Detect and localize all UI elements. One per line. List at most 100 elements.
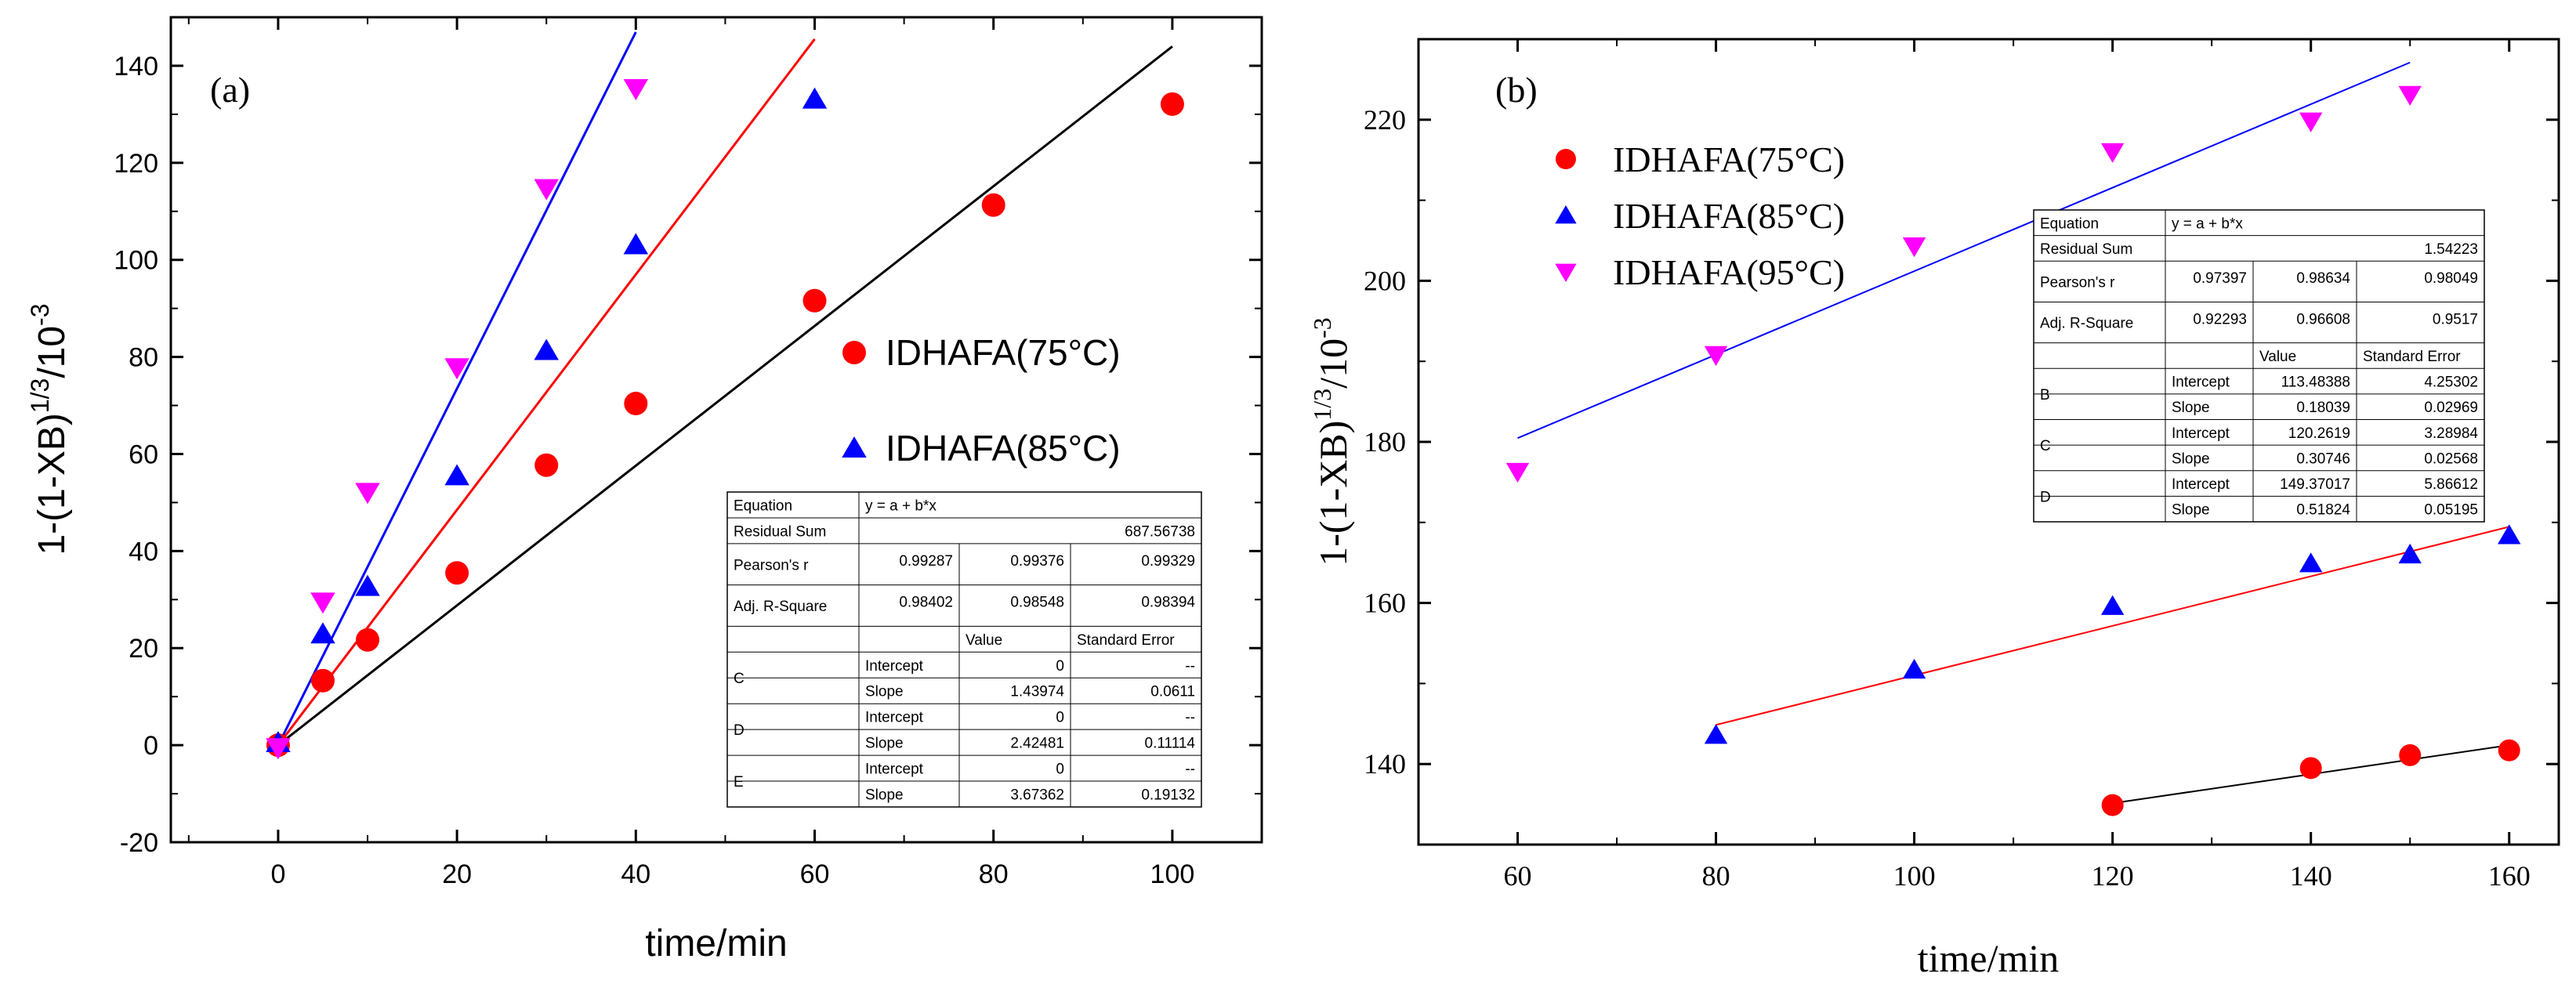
x-tick-label: 80 — [979, 859, 1009, 889]
data-point — [623, 233, 649, 255]
fit-table-group-name: E — [734, 774, 744, 791]
chart-panel-a: 0 20 40 60 80 100 -20 0 20 40 60 80 100 120 140 time/mi… — [26, 16, 1263, 964]
fit-table-adjr-value: 0.98402 — [899, 595, 953, 611]
x-axis-title: time/min — [645, 923, 787, 964]
y-tick-label: 160 — [1364, 588, 1406, 619]
fit-table-adjr-value: 0.98394 — [1141, 595, 1195, 611]
fit-table-param: Intercept — [865, 710, 924, 726]
y-axis-title-main: 1-(1-XB) — [31, 413, 73, 555]
fit-table-param: Intercept — [865, 658, 924, 675]
fit-table-value: 3.67362 — [1010, 787, 1064, 804]
y-tick-label: 180 — [1364, 426, 1406, 458]
x-tick-label: 20 — [442, 859, 472, 889]
plot-frame — [169, 16, 1263, 844]
data-point — [444, 358, 469, 380]
legend-label-3: IDHAFA(95°C) — [1613, 252, 1845, 292]
fit-table-equation-label: Equation — [734, 498, 792, 514]
legend-label-2: IDHAFA(85°C) — [1613, 196, 1845, 236]
fit-table: Equation y = a + b*x Residual Sum 687.56738… — [726, 491, 1202, 808]
fit-table-group-name: B — [2040, 387, 2050, 403]
fit-table-value: 2.42481 — [1010, 736, 1064, 752]
data-point — [445, 561, 469, 585]
fit-table-error-header: Standard Error — [1077, 632, 1175, 649]
legend-marker-3 — [1555, 263, 1577, 282]
fit-table-adjr-label: Adj. R-Square — [734, 599, 827, 615]
data-point — [624, 392, 648, 416]
data-point — [2100, 143, 2125, 163]
data-point — [2100, 595, 2125, 615]
data-point — [310, 592, 335, 614]
x-tick-label: 120 — [2092, 860, 2134, 892]
fit-table-pearson-value: 0.99376 — [1010, 553, 1064, 570]
y-axis-title: 1-(1-XB)1/3/10-3 — [26, 303, 73, 555]
y-axis-title-main: 1-(1-XB) — [1311, 421, 1355, 566]
x-tick-label: 100 — [1150, 859, 1195, 889]
y-tick-label: 40 — [129, 537, 158, 566]
data-point — [355, 574, 380, 596]
fit-table-value: 0 — [1056, 658, 1064, 675]
fit-table-frame — [2033, 209, 2485, 523]
fit-table-value: 149.37017 — [2280, 476, 2350, 493]
fit-table-adjr-value: 0.98548 — [1010, 595, 1064, 611]
fit-table-error: -- — [1185, 710, 1195, 726]
fit-line-3 — [277, 31, 637, 746]
fit-table-param: Slope — [2172, 502, 2210, 519]
x-tick-label: 0 — [270, 859, 285, 889]
data-point — [2398, 543, 2422, 564]
y-tick-label: 100 — [114, 246, 158, 276]
fit-table-value: 0.51824 — [2296, 502, 2350, 519]
data-point — [2398, 85, 2422, 106]
fit-table-pearson-value: 0.99287 — [899, 553, 953, 570]
data-point — [803, 288, 827, 313]
series-3 — [1505, 85, 2422, 483]
data-point — [1902, 237, 1926, 258]
fit-table-error: 0.02568 — [2424, 450, 2478, 467]
fit-table-error: -- — [1185, 658, 1195, 675]
y-axis-title-sup1: 1/3 — [1308, 389, 1336, 421]
data-point — [355, 483, 380, 505]
fit-table-pearson-value: 0.98049 — [2424, 270, 2478, 287]
panel-label: (b) — [1495, 70, 1538, 110]
x-axis-title: time/min — [1918, 936, 2060, 980]
fit-table-value-header: Value — [2259, 349, 2296, 365]
y-tick-label: -20 — [120, 828, 158, 858]
fit-line-1 — [277, 45, 1173, 747]
fit-table-param: Slope — [2172, 450, 2210, 467]
y-axis-title-mid: /10 — [1311, 338, 1355, 389]
data-point — [444, 464, 469, 486]
fit-table-param: Intercept — [2172, 425, 2230, 442]
y-tick-label: 140 — [114, 52, 158, 81]
fit-table-value: 0 — [1056, 762, 1064, 778]
fit-table-value: 113.48388 — [2281, 374, 2350, 391]
y-tick-label: 60 — [129, 440, 158, 469]
data-point — [1160, 92, 1184, 116]
legend-marker-2 — [1555, 205, 1577, 224]
data-point — [981, 193, 1005, 217]
fit-table-error: 0.19132 — [1141, 787, 1195, 804]
y-tick-label: 220 — [1364, 104, 1406, 136]
data-point — [534, 453, 559, 477]
fit-table-pearson-label: Pearson's r — [734, 557, 809, 573]
y-tick-label: 120 — [114, 149, 158, 179]
fit-table-error: 0.11114 — [1145, 736, 1196, 752]
fit-table-adjr-value: 0.96608 — [2296, 311, 2350, 327]
data-point — [2399, 744, 2422, 766]
fit-table-equation: y = a + b*x — [865, 498, 937, 514]
data-point — [2299, 112, 2323, 132]
fit-table-error: 4.25302 — [2424, 374, 2478, 391]
data-point — [356, 628, 380, 652]
y-axis-title: 1-(1-XB)1/3/10-3 — [1308, 317, 1355, 566]
fit-table-pearson-value: 0.97397 — [2193, 270, 2247, 287]
fit-line-2 — [277, 38, 816, 747]
data-point — [1704, 346, 1728, 366]
data-point — [1704, 724, 1728, 744]
data-point — [310, 668, 335, 693]
chart-panel-b: 60 80 100 120 140 160 140 160 180 200 220 time/min 1… — [1308, 38, 2560, 980]
x-tick-label: 100 — [1893, 860, 1936, 892]
series-3 — [266, 79, 649, 760]
y-axis-title-sup2: -3 — [1308, 317, 1336, 338]
fit-table-adjr-value: 0.92293 — [2193, 311, 2247, 327]
series-1 — [266, 92, 1184, 758]
x-tick-label: 40 — [621, 859, 650, 889]
data-point — [310, 622, 335, 644]
